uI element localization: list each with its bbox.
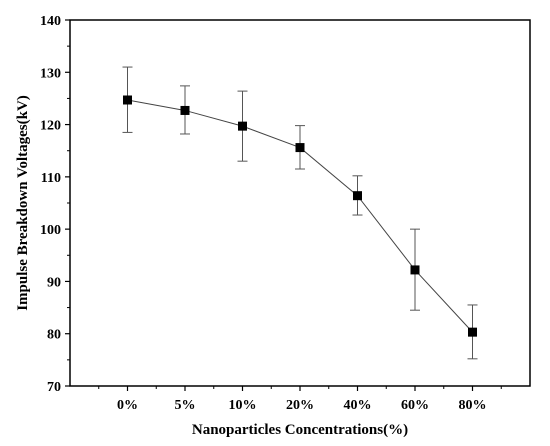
- data-point: [180, 105, 190, 115]
- y-tick-label: 90: [47, 275, 61, 290]
- y-axis: 70 80 90 100 110 120 130 140: [40, 14, 70, 395]
- y-axis-title: Impulse Breakdown Voltages(kV): [15, 95, 31, 311]
- data-point: [238, 121, 247, 131]
- x-tick-label: 5%: [175, 398, 196, 413]
- plot-frame: [69, 19, 531, 387]
- data-point: [410, 265, 420, 275]
- x-tick-label: 80%: [459, 398, 487, 413]
- series-group: [122, 66, 478, 360]
- y-tick-label: 80: [47, 328, 61, 343]
- x-axis: 0% 5% 10% 20% 40% 60% 80%: [98, 386, 502, 413]
- y-tick-label: 140: [40, 14, 61, 29]
- y-tick-label: 130: [40, 66, 61, 81]
- x-tick-label: 60%: [401, 398, 429, 413]
- x-tick-label: 20%: [286, 398, 314, 413]
- data-point: [295, 143, 305, 153]
- data-point: [468, 327, 477, 337]
- y-tick-label: 70: [47, 380, 61, 395]
- y-tick-label: 100: [40, 223, 61, 238]
- x-tick-label: 40%: [344, 398, 372, 413]
- x-axis-title: Nanoparticles Concentrations(%): [192, 422, 408, 438]
- x-tick-label: 0%: [117, 398, 138, 413]
- data-point: [353, 191, 362, 201]
- data-point: [123, 95, 132, 105]
- y-tick-label: 120: [40, 119, 61, 134]
- x-tick-label: 10%: [229, 398, 257, 413]
- y-tick-label: 110: [41, 171, 61, 186]
